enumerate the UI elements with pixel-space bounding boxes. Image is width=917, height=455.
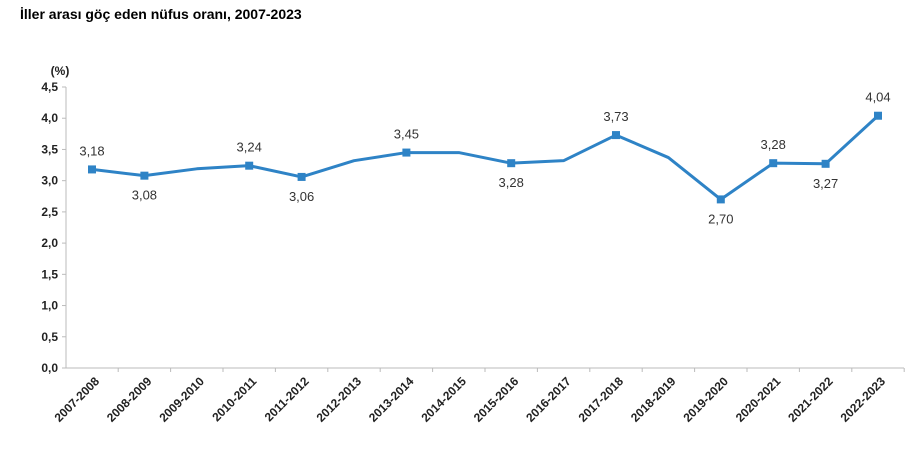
y-tick-label: 1,0: [41, 299, 58, 313]
x-tick-label: 2015-2016: [471, 374, 522, 425]
x-tick-label: 2007-2008: [52, 374, 103, 425]
series-line: [91, 114, 880, 201]
x-tick-label: 2009-2010: [156, 374, 207, 425]
data-label: 3,27: [813, 176, 838, 191]
data-point-marker: [821, 159, 830, 168]
y-tick-label: 1,5: [41, 267, 58, 281]
data-label: 2,70: [708, 211, 733, 226]
x-tick-label: 2013-2014: [366, 374, 417, 425]
y-axis-unit-label: (%): [51, 64, 70, 78]
chart-title: İller arası göç eden nüfus oranı, 2007-2…: [20, 6, 302, 22]
data-point-marker: [297, 172, 306, 181]
y-tick-label: 2,5: [41, 205, 58, 219]
data-point-marker: [245, 161, 254, 170]
y-tick-label: 3,5: [41, 142, 58, 156]
data-point-marker: [716, 195, 725, 204]
data-point-marker: [88, 165, 96, 174]
data-point-marker: [402, 148, 411, 157]
data-label: 3,18: [79, 143, 104, 158]
y-tick-label: 4,0: [41, 111, 58, 125]
data-label: 3,73: [603, 109, 628, 124]
x-tick-label: 2018-2019: [628, 374, 679, 425]
data-label: 3,28: [761, 137, 786, 152]
x-tick-label: 2008-2009: [104, 374, 155, 425]
data-label: 3,45: [394, 127, 419, 142]
x-tick-label: 2021-2022: [785, 374, 836, 425]
y-tick-label: 3,0: [41, 174, 58, 188]
data-point-marker: [507, 159, 516, 168]
x-tick-label: 2022-2023: [838, 374, 889, 425]
x-tick-label: 2012-2013: [314, 374, 365, 425]
x-tick-label: 2010-2011: [209, 374, 259, 424]
y-tick-label: 0,0: [41, 361, 58, 375]
data-label: 3,24: [237, 140, 262, 155]
data-label: 3,28: [499, 175, 524, 190]
y-tick-label: 2,0: [41, 236, 58, 250]
data-label: 3,06: [289, 189, 314, 204]
data-point-marker: [874, 111, 882, 120]
y-tick-label: 0,5: [41, 330, 58, 344]
data-label: 4,04: [865, 90, 890, 105]
x-tick-label: 2020-2021: [733, 374, 784, 425]
data-label: 3,08: [132, 188, 157, 203]
x-tick-label: 2016-2017: [523, 374, 574, 425]
data-point-marker: [769, 159, 778, 168]
x-tick-label: 2011-2012: [262, 374, 312, 424]
data-point-marker: [140, 171, 149, 180]
x-tick-label: 2019-2020: [680, 374, 731, 425]
data-point-marker: [612, 131, 620, 140]
x-tick-label: 2014-2015: [418, 374, 469, 425]
y-tick-label: 4,5: [41, 80, 58, 94]
x-tick-label: 2017-2018: [576, 374, 627, 425]
